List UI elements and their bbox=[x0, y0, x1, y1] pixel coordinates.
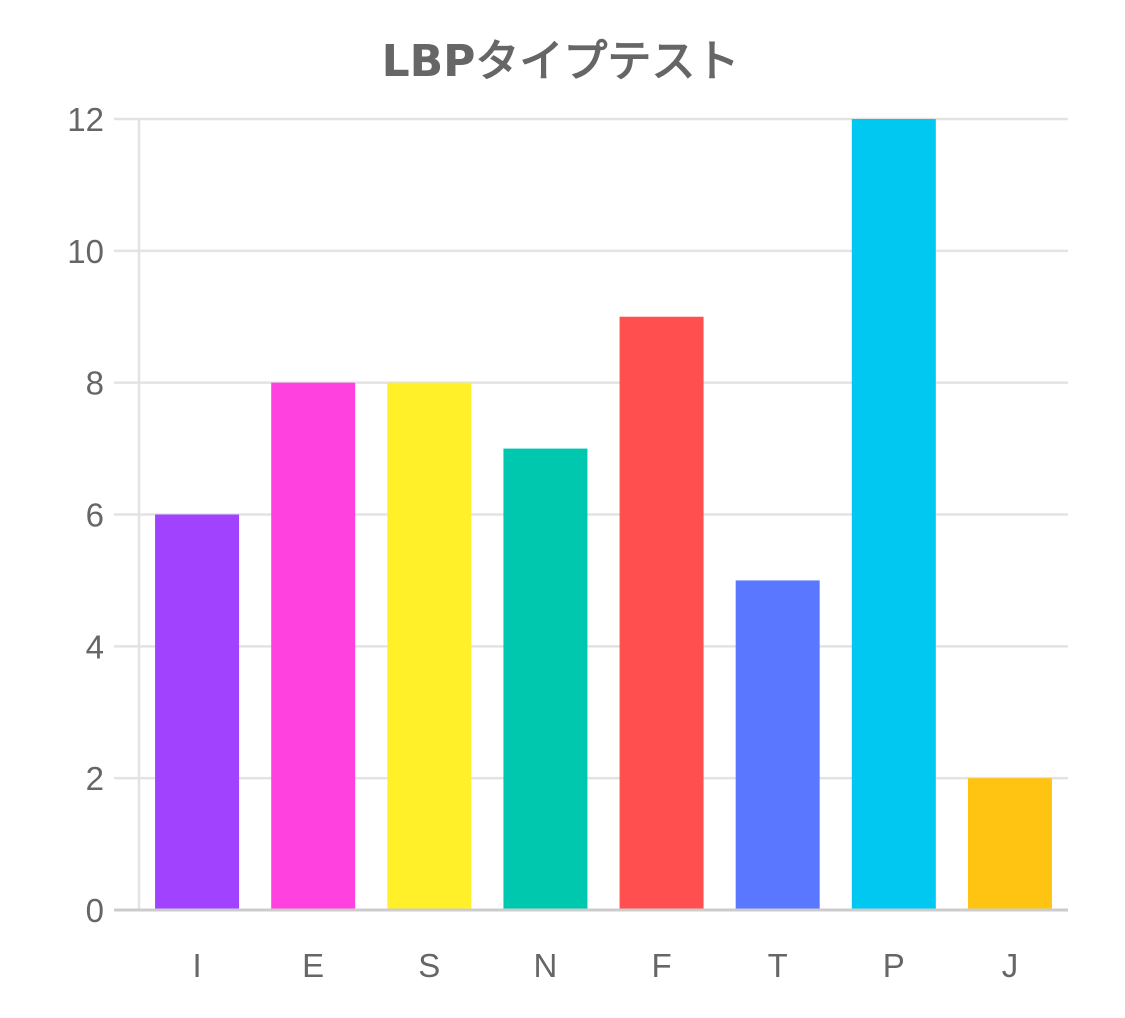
x-tick-label-i: I bbox=[192, 947, 201, 984]
bar-j bbox=[967, 778, 1052, 910]
bar-p bbox=[851, 119, 936, 910]
x-tick-label-t: T bbox=[768, 947, 788, 984]
y-tick-labels: 0 2 4 6 8 10 12 bbox=[67, 101, 104, 929]
y-tick-label: 4 bbox=[86, 628, 104, 665]
x-tick-label-e: E bbox=[302, 947, 324, 984]
y-tick-label: 8 bbox=[86, 365, 104, 402]
bar-n bbox=[503, 448, 588, 910]
bar-t bbox=[735, 580, 820, 910]
x-tick-label-n: N bbox=[534, 947, 558, 984]
bar-s bbox=[387, 382, 472, 911]
x-tick-label-j: J bbox=[1002, 947, 1019, 984]
bar-f bbox=[619, 316, 704, 910]
x-tick-label-p: P bbox=[883, 947, 905, 984]
y-tick-label: 12 bbox=[67, 101, 104, 138]
y-tick-label: 6 bbox=[86, 497, 104, 534]
y-tick-label: 0 bbox=[86, 892, 104, 929]
chart-title: LBPタイプテスト bbox=[382, 36, 740, 87]
bars bbox=[155, 119, 1052, 911]
y-tick-label: 10 bbox=[67, 233, 104, 270]
x-tick-label-s: S bbox=[418, 947, 440, 984]
y-tick-label: 2 bbox=[86, 760, 104, 797]
bar-e bbox=[271, 382, 356, 911]
bar-i bbox=[155, 514, 240, 910]
x-tick-label-f: F bbox=[651, 947, 671, 984]
axes bbox=[114, 119, 1068, 912]
